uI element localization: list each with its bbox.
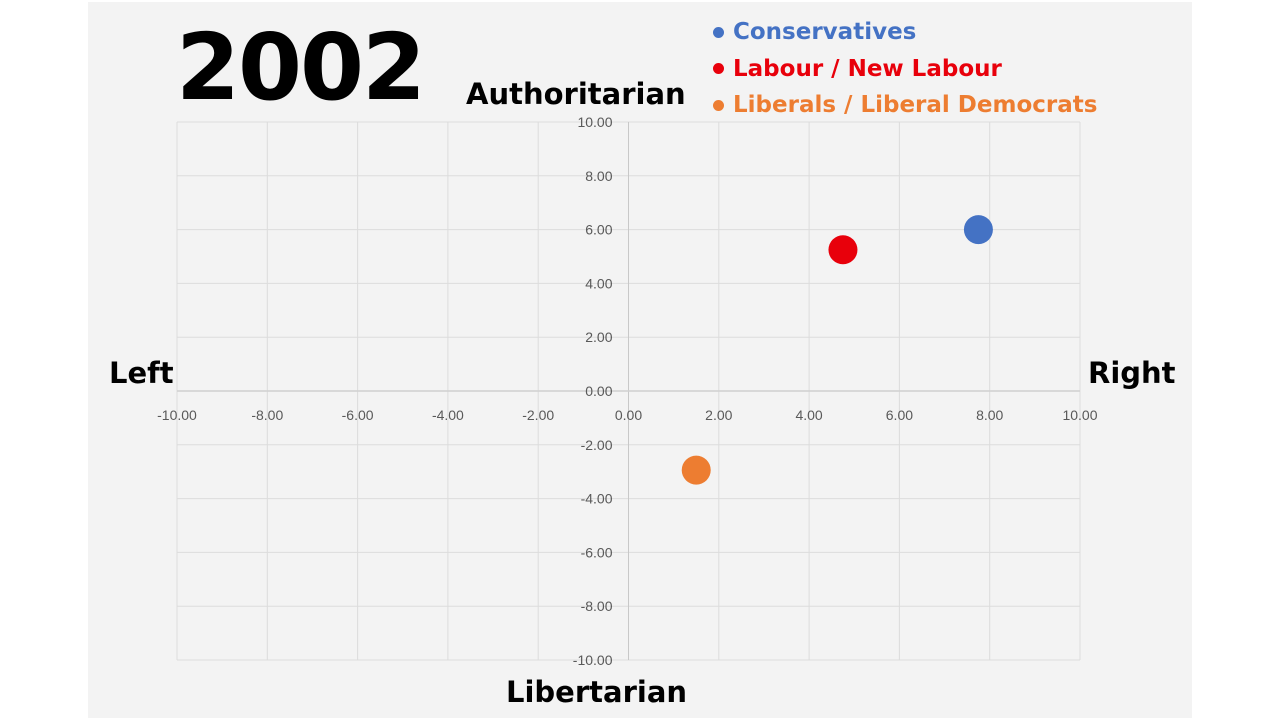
legend-item-liberals: Liberals / Liberal Democrats (710, 87, 1097, 124)
axis-label-bottom: Libertarian (506, 675, 688, 709)
legend-marker-icon (713, 26, 724, 38)
data-point (681, 455, 711, 485)
y-tick-label: -10.00 (573, 652, 613, 668)
x-tick-label: -2.00 (522, 407, 554, 423)
y-tick-label: -2.00 (581, 437, 613, 453)
y-tick-label: -4.00 (581, 491, 613, 507)
legend: Conservatives Labour / New Labour Libera… (710, 14, 1097, 124)
chart-title-year: 2002 (176, 14, 426, 121)
legend-label: Liberals / Liberal Democrats (733, 92, 1098, 119)
axis-label-top: Authoritarian (466, 77, 686, 111)
y-tick-label: 6.00 (585, 222, 612, 238)
y-tick-label: 2.00 (585, 329, 612, 345)
y-tick-label: -8.00 (581, 598, 613, 614)
x-tick-label: 4.00 (795, 407, 822, 423)
legend-marker-icon (713, 99, 724, 111)
y-tick-label: 4.00 (585, 275, 612, 291)
data-point (828, 235, 858, 265)
axis-label-right: Right (1088, 356, 1176, 390)
data-point (963, 215, 993, 245)
legend-marker-icon (713, 63, 724, 75)
x-tick-label: 10.00 (1062, 407, 1097, 423)
x-tick-label: -10.00 (157, 407, 197, 423)
x-tick-label: 8.00 (976, 407, 1003, 423)
x-tick-label: 2.00 (705, 407, 732, 423)
x-tick-label: -4.00 (432, 407, 464, 423)
x-tick-label: 6.00 (886, 407, 913, 423)
y-tick-label: -6.00 (581, 544, 613, 560)
y-tick-label: 10.00 (577, 114, 612, 130)
legend-item-conservatives: Conservatives (710, 14, 1097, 51)
x-tick-label: -8.00 (251, 407, 283, 423)
axis-label-left: Left (109, 356, 174, 390)
y-tick-label: 0.00 (585, 383, 612, 399)
legend-item-labour: Labour / New Labour (710, 51, 1097, 88)
x-tick-label: 0.00 (615, 407, 642, 423)
x-tick-label: -6.00 (342, 407, 374, 423)
y-tick-label: 8.00 (585, 168, 612, 184)
legend-label: Conservatives (733, 19, 917, 46)
legend-label: Labour / New Labour (733, 55, 1002, 82)
